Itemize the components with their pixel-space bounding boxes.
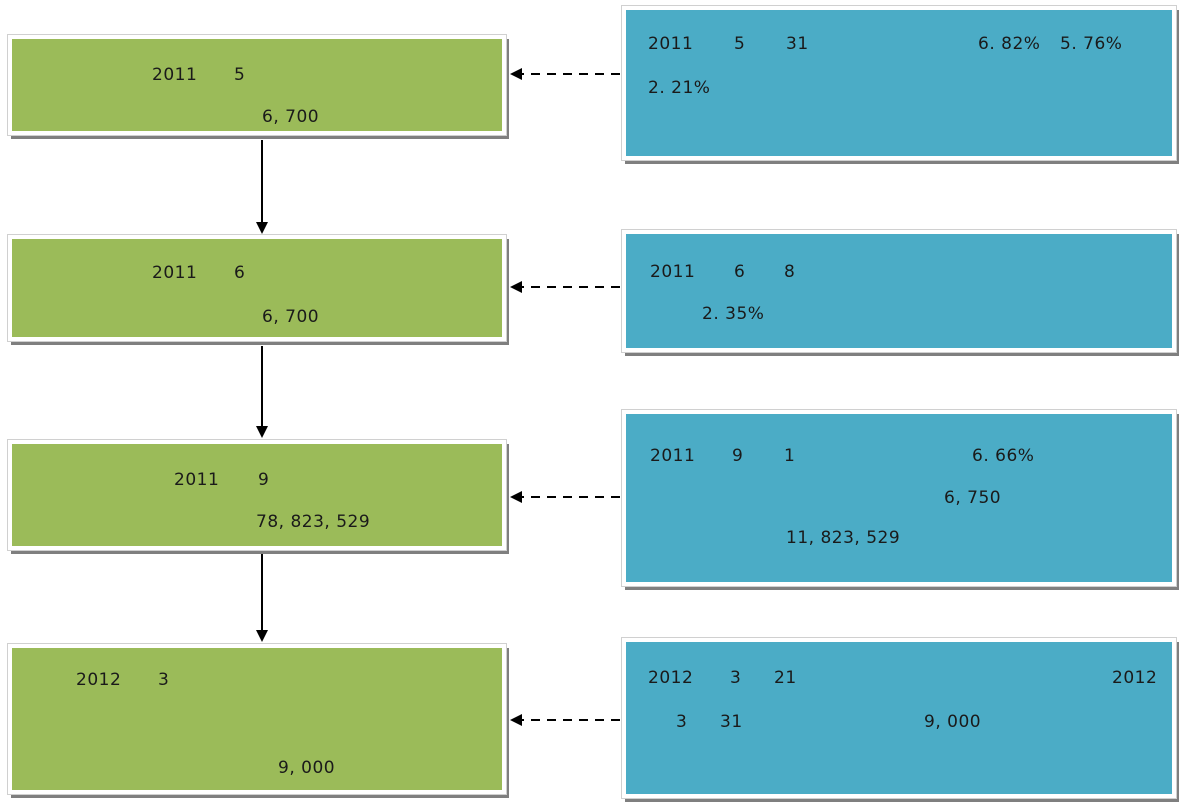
green-box-1-year: 2011 [152, 65, 198, 85]
blue-box-4-day-b: 31 [720, 712, 743, 732]
green-box-1-amount: 6, 700 [262, 107, 320, 127]
blue-box-3: 2011 9 1 6. 66% 6, 750 11, 823, 529 [621, 409, 1177, 587]
green-box-3-month: 9 [258, 470, 270, 490]
green-box-2-year: 2011 [152, 263, 198, 283]
green-box-4-month: 3 [158, 670, 170, 690]
green-box-4-amount: 9, 000 [278, 758, 336, 778]
blue-box-2: 2011 6 8 2. 35% [621, 229, 1177, 353]
green-box-4: 2012 3 9, 000 [7, 643, 507, 795]
blue-box-3-amount-a: 6, 750 [944, 488, 1002, 508]
blue-box-1: 2011 5 31 6. 82% 5. 76% 2. 21% [621, 5, 1177, 161]
blue-box-3-rate: 6. 66% [972, 446, 1035, 466]
green-box-2-month: 6 [234, 263, 246, 283]
green-box-3-amount: 78, 823, 529 [256, 512, 371, 532]
blue-box-2-month: 6 [734, 262, 746, 282]
green-box-1: 2011 5 6, 700 [7, 34, 507, 136]
green-box-2-amount: 6, 700 [262, 307, 320, 327]
blue-box-3-amount-b: 11, 823, 529 [786, 528, 901, 548]
blue-box-1-month: 5 [734, 34, 746, 54]
blue-box-4-year-b: 2012 [1112, 668, 1158, 688]
blue-box-4-month: 3 [730, 668, 742, 688]
green-box-3: 2011 9 78, 823, 529 [7, 439, 507, 551]
blue-box-3-year: 2011 [650, 446, 696, 466]
blue-box-1-rate-a: 6. 82% [978, 34, 1041, 54]
blue-box-4-month-b: 3 [676, 712, 688, 732]
blue-box-2-day: 8 [784, 262, 796, 282]
blue-box-2-year: 2011 [650, 262, 696, 282]
green-box-4-year: 2012 [76, 670, 122, 690]
blue-box-4-amount: 9, 000 [924, 712, 982, 732]
blue-box-1-rate-c: 2. 21% [648, 78, 711, 98]
green-box-3-year: 2011 [174, 470, 220, 490]
blue-box-3-month: 9 [732, 446, 744, 466]
blue-box-4: 2012 3 21 2012 3 31 9, 000 [621, 637, 1177, 799]
green-box-1-month: 5 [234, 65, 246, 85]
blue-box-1-day: 31 [786, 34, 809, 54]
green-box-2: 2011 6 6, 700 [7, 234, 507, 342]
blue-box-3-day: 1 [784, 446, 796, 466]
blue-box-1-rate-b: 5. 76% [1060, 34, 1123, 54]
blue-box-4-day: 21 [774, 668, 797, 688]
blue-box-2-rate: 2. 35% [702, 304, 765, 324]
blue-box-4-year: 2012 [648, 668, 694, 688]
blue-box-1-year: 2011 [648, 34, 694, 54]
